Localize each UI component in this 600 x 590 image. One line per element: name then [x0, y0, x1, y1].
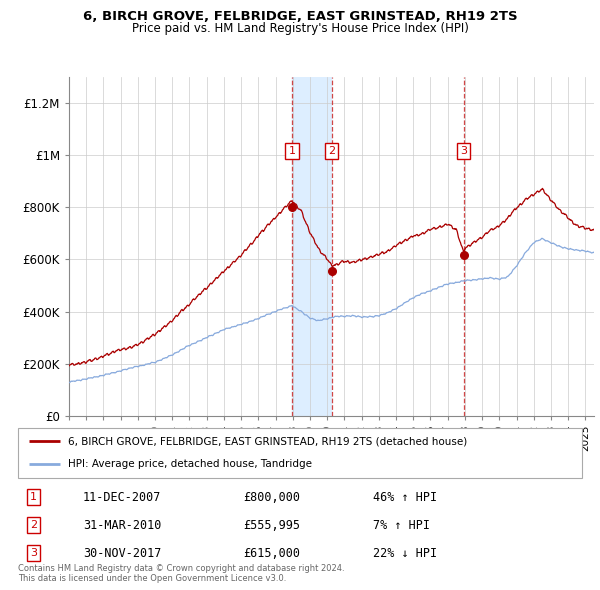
Text: 2: 2: [30, 520, 37, 530]
Text: £615,000: £615,000: [244, 547, 301, 560]
Text: 7% ↑ HPI: 7% ↑ HPI: [373, 519, 430, 532]
Text: 31-MAR-2010: 31-MAR-2010: [83, 519, 161, 532]
Text: 46% ↑ HPI: 46% ↑ HPI: [373, 490, 437, 503]
Text: HPI: Average price, detached house, Tandridge: HPI: Average price, detached house, Tand…: [68, 460, 311, 470]
Text: 1: 1: [30, 492, 37, 502]
Text: £555,995: £555,995: [244, 519, 301, 532]
Text: £800,000: £800,000: [244, 490, 301, 503]
Text: 2: 2: [328, 146, 335, 156]
Text: 11-DEC-2007: 11-DEC-2007: [83, 490, 161, 503]
Text: 22% ↓ HPI: 22% ↓ HPI: [373, 547, 437, 560]
Text: Contains HM Land Registry data © Crown copyright and database right 2024.: Contains HM Land Registry data © Crown c…: [18, 565, 344, 573]
Text: 6, BIRCH GROVE, FELBRIDGE, EAST GRINSTEAD, RH19 2TS: 6, BIRCH GROVE, FELBRIDGE, EAST GRINSTEA…: [83, 10, 517, 23]
Text: 3: 3: [30, 548, 37, 558]
Text: 3: 3: [460, 146, 467, 156]
Text: This data is licensed under the Open Government Licence v3.0.: This data is licensed under the Open Gov…: [18, 574, 286, 583]
Text: 1: 1: [289, 146, 295, 156]
Text: 6, BIRCH GROVE, FELBRIDGE, EAST GRINSTEAD, RH19 2TS (detached house): 6, BIRCH GROVE, FELBRIDGE, EAST GRINSTEA…: [68, 436, 467, 446]
FancyBboxPatch shape: [18, 428, 582, 478]
Text: 30-NOV-2017: 30-NOV-2017: [83, 547, 161, 560]
Text: Price paid vs. HM Land Registry's House Price Index (HPI): Price paid vs. HM Land Registry's House …: [131, 22, 469, 35]
Bar: [292, 77, 331, 416]
